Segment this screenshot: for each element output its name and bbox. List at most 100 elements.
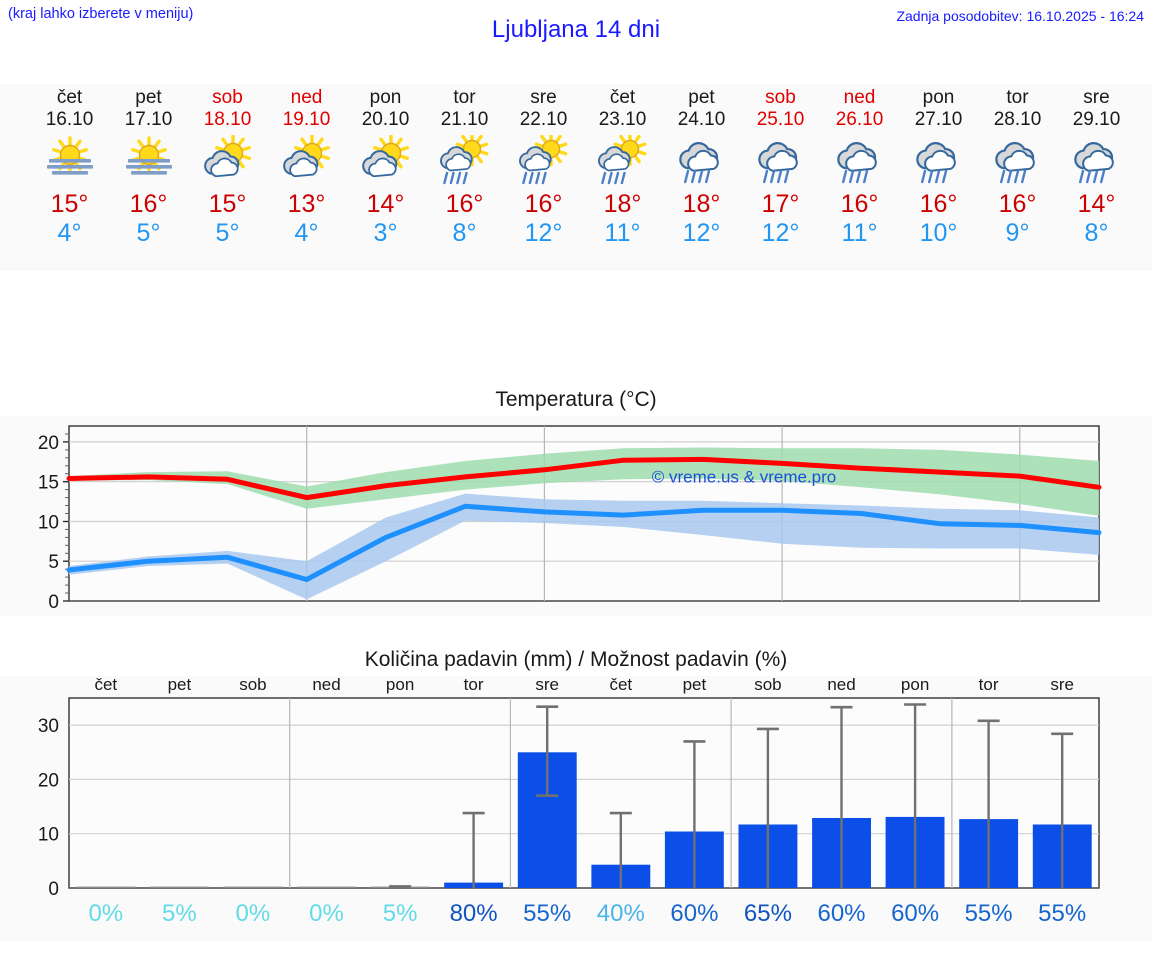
cloud-rain-icon <box>1066 135 1128 185</box>
day-column[interactable]: pon 27.10 16° 10° <box>899 84 978 271</box>
day-name: čet <box>56 87 83 108</box>
day-max-temp: 16° <box>524 190 563 218</box>
day-min-temp: 5° <box>215 219 240 247</box>
day-date: 18.10 <box>203 109 252 130</box>
day-max-temp: 18° <box>682 190 721 218</box>
day-column[interactable]: sob 25.10 17° 12° <box>741 84 820 271</box>
location-menu-hint[interactable]: (kraj lahko izberete v meniju) <box>8 6 194 22</box>
day-column[interactable]: sre 29.10 14° 8° <box>1057 84 1136 271</box>
day-date: 28.10 <box>993 109 1042 130</box>
sun-cloud-rain-icon <box>592 131 654 185</box>
precipitation-chart-panel: čet pet sob ned pon tor sre čet pet sob ned pon tor s… <box>0 676 1152 941</box>
day-name: ned <box>843 87 876 108</box>
day-max-temp: 18° <box>603 190 642 218</box>
last-updated-label: Zadnja posodobitev: 16.10.2025 - 16:24 <box>896 8 1144 24</box>
day-date: 27.10 <box>914 109 963 130</box>
svg-text:30: 30 <box>38 716 59 737</box>
svg-text:40%: 40% <box>597 900 645 927</box>
svg-text:0%: 0% <box>309 900 344 927</box>
day-name: pon <box>369 87 402 108</box>
day-column[interactable]: čet 23.10 18° 11° <box>583 84 662 271</box>
day-date: 23.10 <box>598 109 647 130</box>
svg-text:20: 20 <box>38 433 59 454</box>
day-max-temp: 13° <box>287 190 326 218</box>
day-column[interactable]: ned 19.10 13° 4° <box>267 84 346 271</box>
svg-text:sob: sob <box>239 676 266 694</box>
day-name: pon <box>922 87 955 108</box>
day-max-temp: 16° <box>998 190 1037 218</box>
day-name: tor <box>1006 87 1029 108</box>
svg-text:20: 20 <box>38 770 59 791</box>
sun-haze-icon <box>118 135 180 185</box>
day-column[interactable]: sob 18.10 15° 5° <box>188 84 267 271</box>
day-column[interactable]: pet 17.10 16° 5° <box>109 84 188 271</box>
day-min-temp: 4° <box>294 219 319 247</box>
svg-text:čet: čet <box>609 676 632 694</box>
svg-text:tor: tor <box>979 676 999 694</box>
svg-text:60%: 60% <box>670 900 718 927</box>
svg-text:80%: 80% <box>450 900 498 927</box>
cloud-rain-icon <box>987 135 1049 185</box>
cloud-rain-icon <box>908 135 970 185</box>
svg-text:55%: 55% <box>1038 900 1086 927</box>
day-min-temp: 8° <box>1084 219 1109 247</box>
svg-text:5%: 5% <box>162 900 197 927</box>
precipitation-chart-title: Količina padavin (mm) / Možnost padavin … <box>364 648 788 671</box>
temperature-chart-svg: 0 5 10 15 20 © vreme.us & vreme.pro <box>38 425 1102 613</box>
svg-text:pon: pon <box>901 676 929 694</box>
day-name: sob <box>212 87 243 108</box>
day-column[interactable]: tor 28.10 16° 9° <box>978 84 1057 271</box>
svg-text:0: 0 <box>48 592 59 613</box>
day-column[interactable]: sre 22.10 16° 12° <box>504 84 583 271</box>
day-column[interactable]: čet 16.10 15° 4° <box>30 84 109 271</box>
day-min-temp: 11° <box>841 219 878 247</box>
day-max-temp: 16° <box>919 190 958 218</box>
svg-text:0%: 0% <box>236 900 271 927</box>
day-name: pet <box>688 87 715 108</box>
day-date: 22.10 <box>519 109 568 130</box>
svg-text:pon: pon <box>386 676 414 694</box>
svg-text:5%: 5% <box>383 900 418 927</box>
day-min-temp: 12° <box>761 219 800 247</box>
svg-text:sre: sre <box>1050 676 1074 694</box>
day-max-temp: 16° <box>129 190 168 218</box>
cloud-rain-icon <box>829 135 891 185</box>
sun-cloud-icon <box>355 134 417 185</box>
svg-text:5: 5 <box>48 552 59 573</box>
svg-text:55%: 55% <box>965 900 1013 927</box>
day-column[interactable]: tor 21.10 16° 8° <box>425 84 504 271</box>
svg-text:60%: 60% <box>891 900 939 927</box>
day-max-temp: 16° <box>445 190 484 218</box>
day-name: čet <box>609 87 636 108</box>
sun-cloud-icon <box>276 134 338 185</box>
page-title: Ljubljana 14 dni <box>491 16 661 43</box>
cloud-rain-icon <box>750 135 812 185</box>
day-date: 20.10 <box>361 109 410 130</box>
day-max-temp: 15° <box>208 190 247 218</box>
svg-text:sob: sob <box>754 676 781 694</box>
svg-text:pet: pet <box>168 676 192 694</box>
svg-text:60%: 60% <box>817 900 865 927</box>
day-column[interactable]: pon 20.10 14° 3° <box>346 84 425 271</box>
day-min-temp: 8° <box>452 219 477 247</box>
day-date: 29.10 <box>1072 109 1121 130</box>
day-min-temp: 9° <box>1005 219 1030 247</box>
svg-text:sre: sre <box>535 676 559 694</box>
svg-text:pet: pet <box>683 676 707 694</box>
day-max-temp: 16° <box>840 190 879 218</box>
day-max-temp: 17° <box>761 190 800 218</box>
day-max-temp: 15° <box>50 190 89 218</box>
day-column[interactable]: ned 26.10 16° 11° <box>820 84 899 271</box>
sun-haze-icon <box>39 135 101 185</box>
svg-text:10: 10 <box>38 825 59 846</box>
svg-text:ned: ned <box>312 676 340 694</box>
svg-text:© vreme.us & vreme.pro: © vreme.us & vreme.pro <box>652 468 836 487</box>
day-date: 26.10 <box>835 109 884 130</box>
svg-text:15: 15 <box>38 473 59 494</box>
day-date: 16.10 <box>45 109 94 130</box>
day-column[interactable]: pet 24.10 18° 12° <box>662 84 741 271</box>
day-min-temp: 11° <box>604 219 641 247</box>
svg-text:65%: 65% <box>744 900 792 927</box>
svg-text:55%: 55% <box>523 900 571 927</box>
day-name: ned <box>290 87 323 108</box>
